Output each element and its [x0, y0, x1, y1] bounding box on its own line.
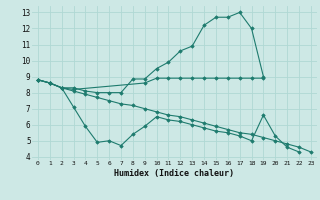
X-axis label: Humidex (Indice chaleur): Humidex (Indice chaleur) — [115, 169, 234, 178]
